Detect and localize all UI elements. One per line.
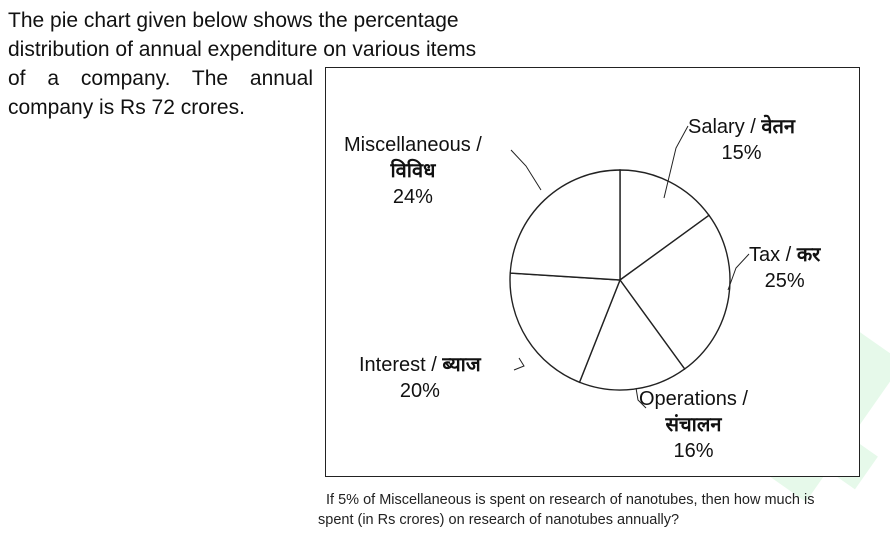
pie-slice-4 bbox=[509, 169, 621, 281]
leader-line-1 bbox=[727, 253, 750, 291]
slice-label-interest: Interest / ब्याज 20% bbox=[359, 352, 481, 404]
slice-label-miscellaneous: Miscellaneous / विविध 24% bbox=[344, 132, 482, 210]
slice-label-hi: कर bbox=[796, 244, 821, 266]
question-line: spent (in Rs crores) on research of nano… bbox=[318, 512, 680, 528]
pie-slice-0 bbox=[619, 169, 710, 282]
slice-label-pct: 24% bbox=[392, 186, 433, 208]
pie-slice-2 bbox=[578, 278, 686, 391]
slice-label-operations: Operations / संचालन 16% bbox=[639, 386, 748, 464]
question-text: If 5% of Miscellaneous is spent on resea… bbox=[318, 490, 878, 530]
pie-slice-3 bbox=[509, 272, 622, 384]
intro-line: of a company. The annual bbox=[8, 67, 313, 90]
slice-label-hi: वेतन bbox=[761, 116, 795, 138]
slice-label-salary: Salary / वेतन 15% bbox=[688, 114, 795, 166]
leader-line-0 bbox=[663, 125, 689, 199]
pie-slice-1 bbox=[619, 214, 731, 370]
slice-label-pct: 15% bbox=[721, 142, 762, 164]
slice-label-en: Miscellaneous / bbox=[344, 134, 482, 156]
leader-line-2 bbox=[635, 387, 647, 409]
slice-label-pct: 25% bbox=[764, 270, 805, 292]
slice-label-en: Tax / bbox=[749, 244, 792, 266]
slice-label-en: Operations / bbox=[639, 388, 748, 410]
slice-label-en: Salary / bbox=[688, 116, 756, 138]
leader-line-4 bbox=[510, 149, 542, 191]
intro-line: company is Rs 72 crores. bbox=[8, 96, 245, 119]
slice-label-pct: 20% bbox=[399, 380, 440, 402]
intro-line: The pie chart given below shows the perc… bbox=[8, 9, 459, 32]
slice-label-hi: संचालन bbox=[665, 414, 722, 436]
slice-label-pct: 16% bbox=[673, 440, 714, 462]
question-line: If 5% of Miscellaneous is spent on resea… bbox=[326, 492, 815, 508]
slice-label-en: Interest / bbox=[359, 354, 437, 376]
slice-label-hi: विविध bbox=[390, 160, 436, 182]
pie-chart-panel: Salary / वेतन 15% Tax / कर 25% Operation… bbox=[325, 67, 860, 477]
leader-line-3 bbox=[513, 357, 525, 371]
intro-paragraph: The pie chart given below shows the perc… bbox=[8, 6, 533, 122]
slice-label-hi: ब्याज bbox=[442, 354, 481, 376]
intro-line: distribution of annual expenditure on va… bbox=[8, 38, 477, 61]
pie-chart bbox=[509, 125, 750, 409]
slice-label-tax: Tax / कर 25% bbox=[749, 242, 820, 294]
